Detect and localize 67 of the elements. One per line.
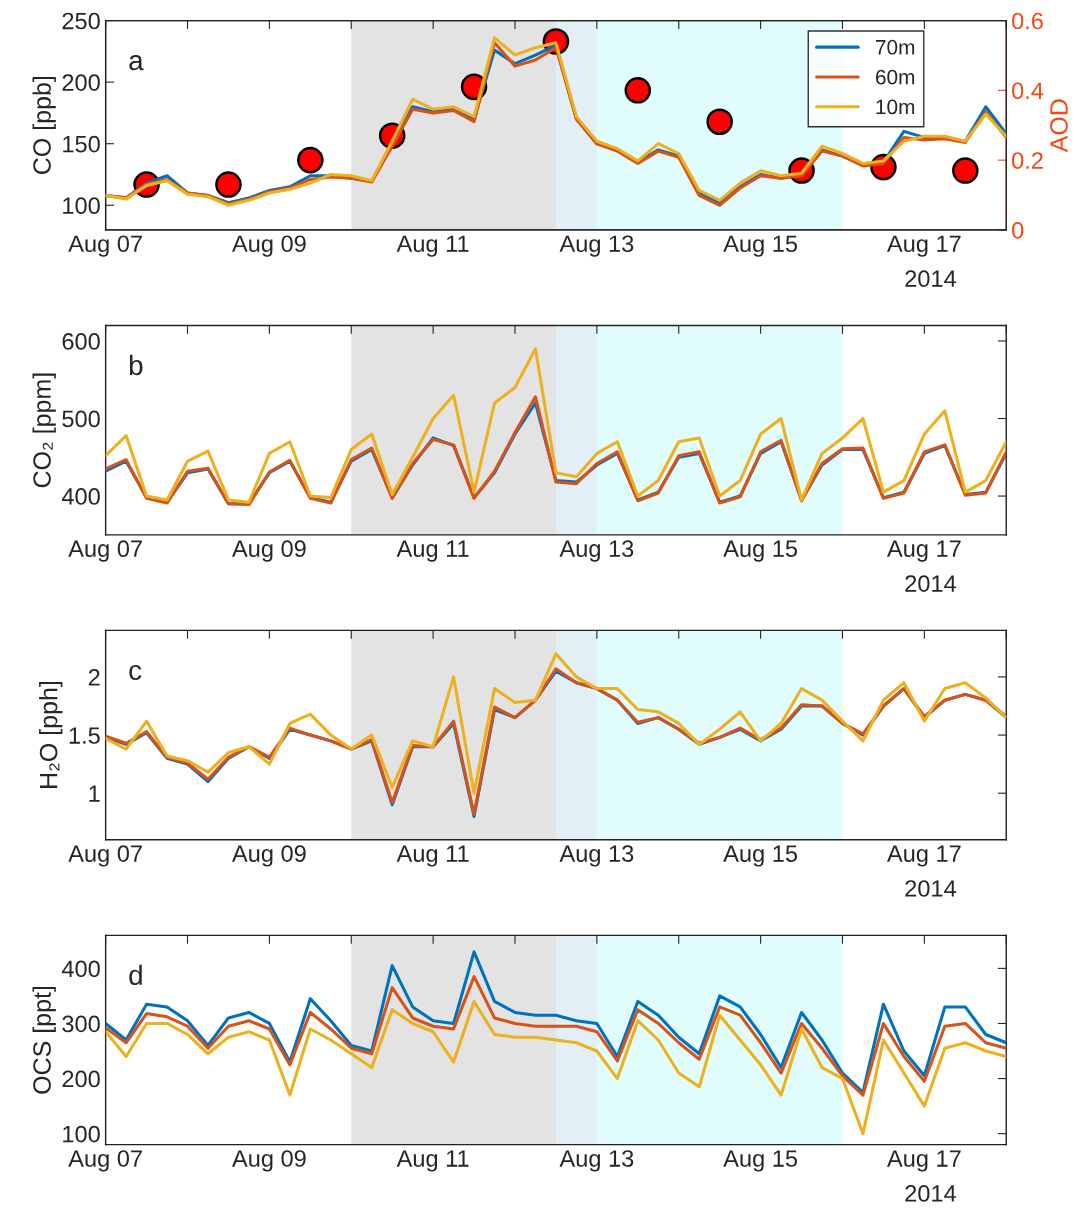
y-tick-label: 200 <box>62 74 100 91</box>
y-tick-label: 300 <box>62 1015 100 1033</box>
line-series <box>105 950 1007 1094</box>
annotation: d <box>129 964 142 986</box>
legend-label: 10m <box>876 99 915 115</box>
x-tick-label: Aug 15 <box>723 1150 798 1172</box>
text: 2014 <box>905 270 957 288</box>
y2-axis-title: AOD <box>1050 99 1068 153</box>
x-tick-label: Aug 17 <box>887 1150 961 1172</box>
x-tick-label: Aug 13 <box>559 845 634 867</box>
point <box>215 171 242 198</box>
x-tick-label: Aug 09 <box>232 235 306 257</box>
y-axis-title: H₂O [pph] <box>39 681 63 788</box>
y-tick-label: 250 <box>62 12 100 30</box>
x-tick-label: Aug 13 <box>559 540 634 562</box>
y-tick-label: 400 <box>61 488 100 505</box>
y-tick-label: 500 <box>62 410 100 428</box>
y-tick-label: 100 <box>63 1125 100 1143</box>
y2-tick-label: 0 <box>1012 221 1024 239</box>
legend-label: 60m <box>875 69 915 85</box>
x-tick-label: Aug 15 <box>723 540 798 562</box>
x-tick-label: Aug 07 <box>68 235 142 257</box>
line-series <box>105 999 1007 1136</box>
y2-tick-label: 0.2 <box>1012 152 1043 169</box>
annotation: c <box>129 664 142 681</box>
x-tick-label: Aug 13 <box>559 235 634 257</box>
x-tick-label: Aug 17 <box>887 235 961 257</box>
y-tick-label: 1 <box>89 785 100 802</box>
x-tick-label: Aug 15 <box>723 845 798 867</box>
y-axis-title: OCS [ppt] <box>32 986 56 1094</box>
x-tick-label: Aug 07 <box>68 845 142 867</box>
x-tick-label: Aug 15 <box>723 235 798 257</box>
y-tick-label: 2 <box>88 669 100 686</box>
x-tick-label: Aug 11 <box>396 845 469 867</box>
point <box>706 108 733 136</box>
y-tick-label: 1.5 <box>69 727 100 744</box>
x-tick-label: Aug 17 <box>887 845 961 867</box>
x-tick-label: Aug 09 <box>232 540 306 562</box>
y-tick-label: 100 <box>63 197 100 215</box>
x-tick-label: Aug 11 <box>396 1150 469 1172</box>
y2-tick-label: 0.4 <box>1012 82 1044 100</box>
y-tick-label: 150 <box>63 135 100 153</box>
x-tick-label: Aug 07 <box>68 540 142 562</box>
point <box>297 146 324 174</box>
x-tick-label: Aug 07 <box>68 1150 142 1172</box>
x-tick-label: Aug 13 <box>559 1150 634 1172</box>
x-tick-label: Aug 17 <box>887 540 961 562</box>
annotation: a <box>129 55 144 71</box>
point <box>624 77 652 104</box>
x-tick-label: Aug 11 <box>396 540 469 562</box>
y-tick-label: 600 <box>62 333 100 350</box>
y-axis-title: CO₂ [ppm] <box>32 373 56 488</box>
y-axis-title: CO [ppb] <box>32 76 56 174</box>
line-series <box>105 652 1007 795</box>
text: 2014 <box>905 575 957 592</box>
line-series <box>105 347 1007 504</box>
x-tick-label: Aug 09 <box>232 845 306 867</box>
y2-tick-label: 0.6 <box>1012 12 1043 30</box>
y-tick-label: 400 <box>61 960 100 978</box>
y-tick-label: 200 <box>62 1070 100 1088</box>
x-tick-label: Aug 11 <box>396 235 469 257</box>
text: 2014 <box>905 1185 957 1202</box>
text: 2014 <box>905 880 957 897</box>
legend-label: 70m <box>875 39 915 55</box>
point <box>952 157 979 184</box>
annotation: b <box>129 354 143 376</box>
x-tick-label: Aug 09 <box>232 1150 306 1172</box>
